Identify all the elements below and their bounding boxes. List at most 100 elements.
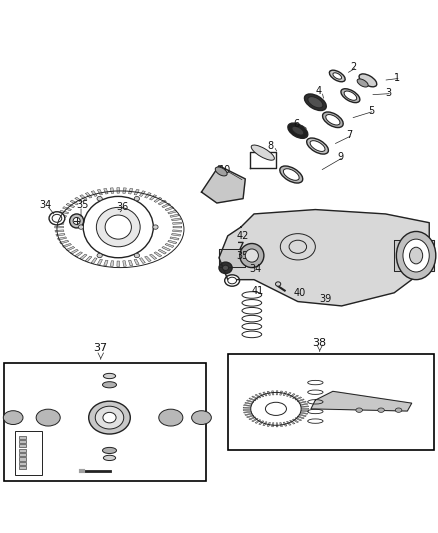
Polygon shape bbox=[66, 203, 74, 208]
Ellipse shape bbox=[102, 447, 117, 454]
Bar bbox=[19, 435, 26, 439]
Ellipse shape bbox=[95, 406, 124, 429]
Ellipse shape bbox=[359, 74, 377, 87]
Bar bbox=[19, 445, 26, 447]
Polygon shape bbox=[104, 188, 108, 194]
Polygon shape bbox=[134, 259, 139, 265]
Polygon shape bbox=[173, 230, 182, 232]
Text: 2: 2 bbox=[350, 62, 357, 72]
Polygon shape bbox=[123, 188, 126, 193]
Text: 34: 34 bbox=[39, 200, 52, 210]
Polygon shape bbox=[280, 423, 283, 427]
Polygon shape bbox=[301, 406, 309, 407]
Bar bbox=[19, 466, 26, 469]
Bar bbox=[228, 354, 434, 450]
Polygon shape bbox=[173, 226, 182, 228]
Polygon shape bbox=[158, 200, 166, 205]
Polygon shape bbox=[247, 400, 254, 402]
Polygon shape bbox=[252, 418, 258, 422]
Polygon shape bbox=[168, 240, 177, 244]
Bar bbox=[15, 431, 42, 474]
Ellipse shape bbox=[52, 214, 62, 222]
Polygon shape bbox=[128, 260, 133, 266]
Polygon shape bbox=[300, 413, 308, 414]
Text: 3: 3 bbox=[385, 88, 392, 99]
Polygon shape bbox=[219, 249, 245, 266]
Polygon shape bbox=[57, 237, 67, 240]
Polygon shape bbox=[110, 261, 114, 266]
Polygon shape bbox=[297, 416, 304, 419]
Polygon shape bbox=[117, 261, 120, 266]
Polygon shape bbox=[162, 203, 170, 208]
Text: 1: 1 bbox=[394, 73, 400, 83]
Polygon shape bbox=[63, 244, 71, 247]
Text: 34: 34 bbox=[250, 264, 262, 273]
Polygon shape bbox=[85, 256, 92, 262]
Polygon shape bbox=[259, 421, 264, 425]
Polygon shape bbox=[173, 222, 182, 224]
Polygon shape bbox=[272, 391, 274, 395]
Polygon shape bbox=[219, 209, 429, 306]
Polygon shape bbox=[245, 413, 252, 415]
Polygon shape bbox=[249, 417, 256, 420]
Polygon shape bbox=[301, 410, 309, 412]
Polygon shape bbox=[91, 191, 97, 196]
Polygon shape bbox=[123, 261, 126, 266]
Polygon shape bbox=[244, 405, 251, 406]
Text: 8: 8 bbox=[267, 141, 273, 151]
Polygon shape bbox=[283, 422, 287, 426]
Ellipse shape bbox=[403, 239, 429, 272]
Text: 39: 39 bbox=[320, 294, 332, 304]
Polygon shape bbox=[267, 422, 270, 426]
Polygon shape bbox=[168, 211, 177, 214]
Ellipse shape bbox=[276, 282, 281, 286]
Polygon shape bbox=[245, 402, 252, 405]
Ellipse shape bbox=[134, 253, 139, 258]
Ellipse shape bbox=[344, 91, 357, 100]
Text: 35: 35 bbox=[77, 200, 89, 210]
Polygon shape bbox=[290, 420, 295, 424]
Polygon shape bbox=[145, 192, 151, 198]
Polygon shape bbox=[272, 423, 274, 427]
Ellipse shape bbox=[97, 253, 102, 258]
Ellipse shape bbox=[73, 217, 80, 224]
Ellipse shape bbox=[192, 411, 211, 424]
Ellipse shape bbox=[357, 79, 368, 87]
Ellipse shape bbox=[78, 225, 84, 229]
Polygon shape bbox=[139, 258, 145, 263]
Polygon shape bbox=[263, 422, 267, 426]
Polygon shape bbox=[60, 211, 69, 214]
Ellipse shape bbox=[308, 96, 323, 108]
Polygon shape bbox=[243, 407, 251, 408]
Bar bbox=[4, 363, 206, 481]
Polygon shape bbox=[259, 393, 264, 397]
Ellipse shape bbox=[329, 70, 345, 82]
Polygon shape bbox=[149, 254, 157, 260]
Polygon shape bbox=[56, 233, 65, 236]
Polygon shape bbox=[97, 259, 102, 265]
Ellipse shape bbox=[395, 408, 402, 413]
Ellipse shape bbox=[96, 207, 140, 247]
Ellipse shape bbox=[83, 197, 153, 258]
Polygon shape bbox=[66, 246, 74, 251]
Polygon shape bbox=[295, 417, 302, 421]
Text: 10: 10 bbox=[219, 165, 231, 175]
Polygon shape bbox=[154, 252, 162, 257]
Ellipse shape bbox=[341, 88, 360, 103]
Polygon shape bbox=[70, 200, 78, 205]
Polygon shape bbox=[85, 192, 92, 198]
Text: 6: 6 bbox=[293, 119, 300, 129]
Ellipse shape bbox=[326, 115, 340, 125]
Polygon shape bbox=[276, 391, 278, 395]
Bar bbox=[19, 457, 26, 461]
Ellipse shape bbox=[240, 244, 264, 268]
Polygon shape bbox=[75, 252, 82, 257]
Ellipse shape bbox=[49, 212, 65, 225]
Ellipse shape bbox=[105, 215, 131, 239]
Polygon shape bbox=[55, 222, 64, 224]
Polygon shape bbox=[299, 414, 306, 417]
Ellipse shape bbox=[97, 197, 102, 201]
Text: 35: 35 bbox=[237, 251, 249, 261]
Polygon shape bbox=[394, 240, 434, 271]
Ellipse shape bbox=[153, 225, 158, 229]
